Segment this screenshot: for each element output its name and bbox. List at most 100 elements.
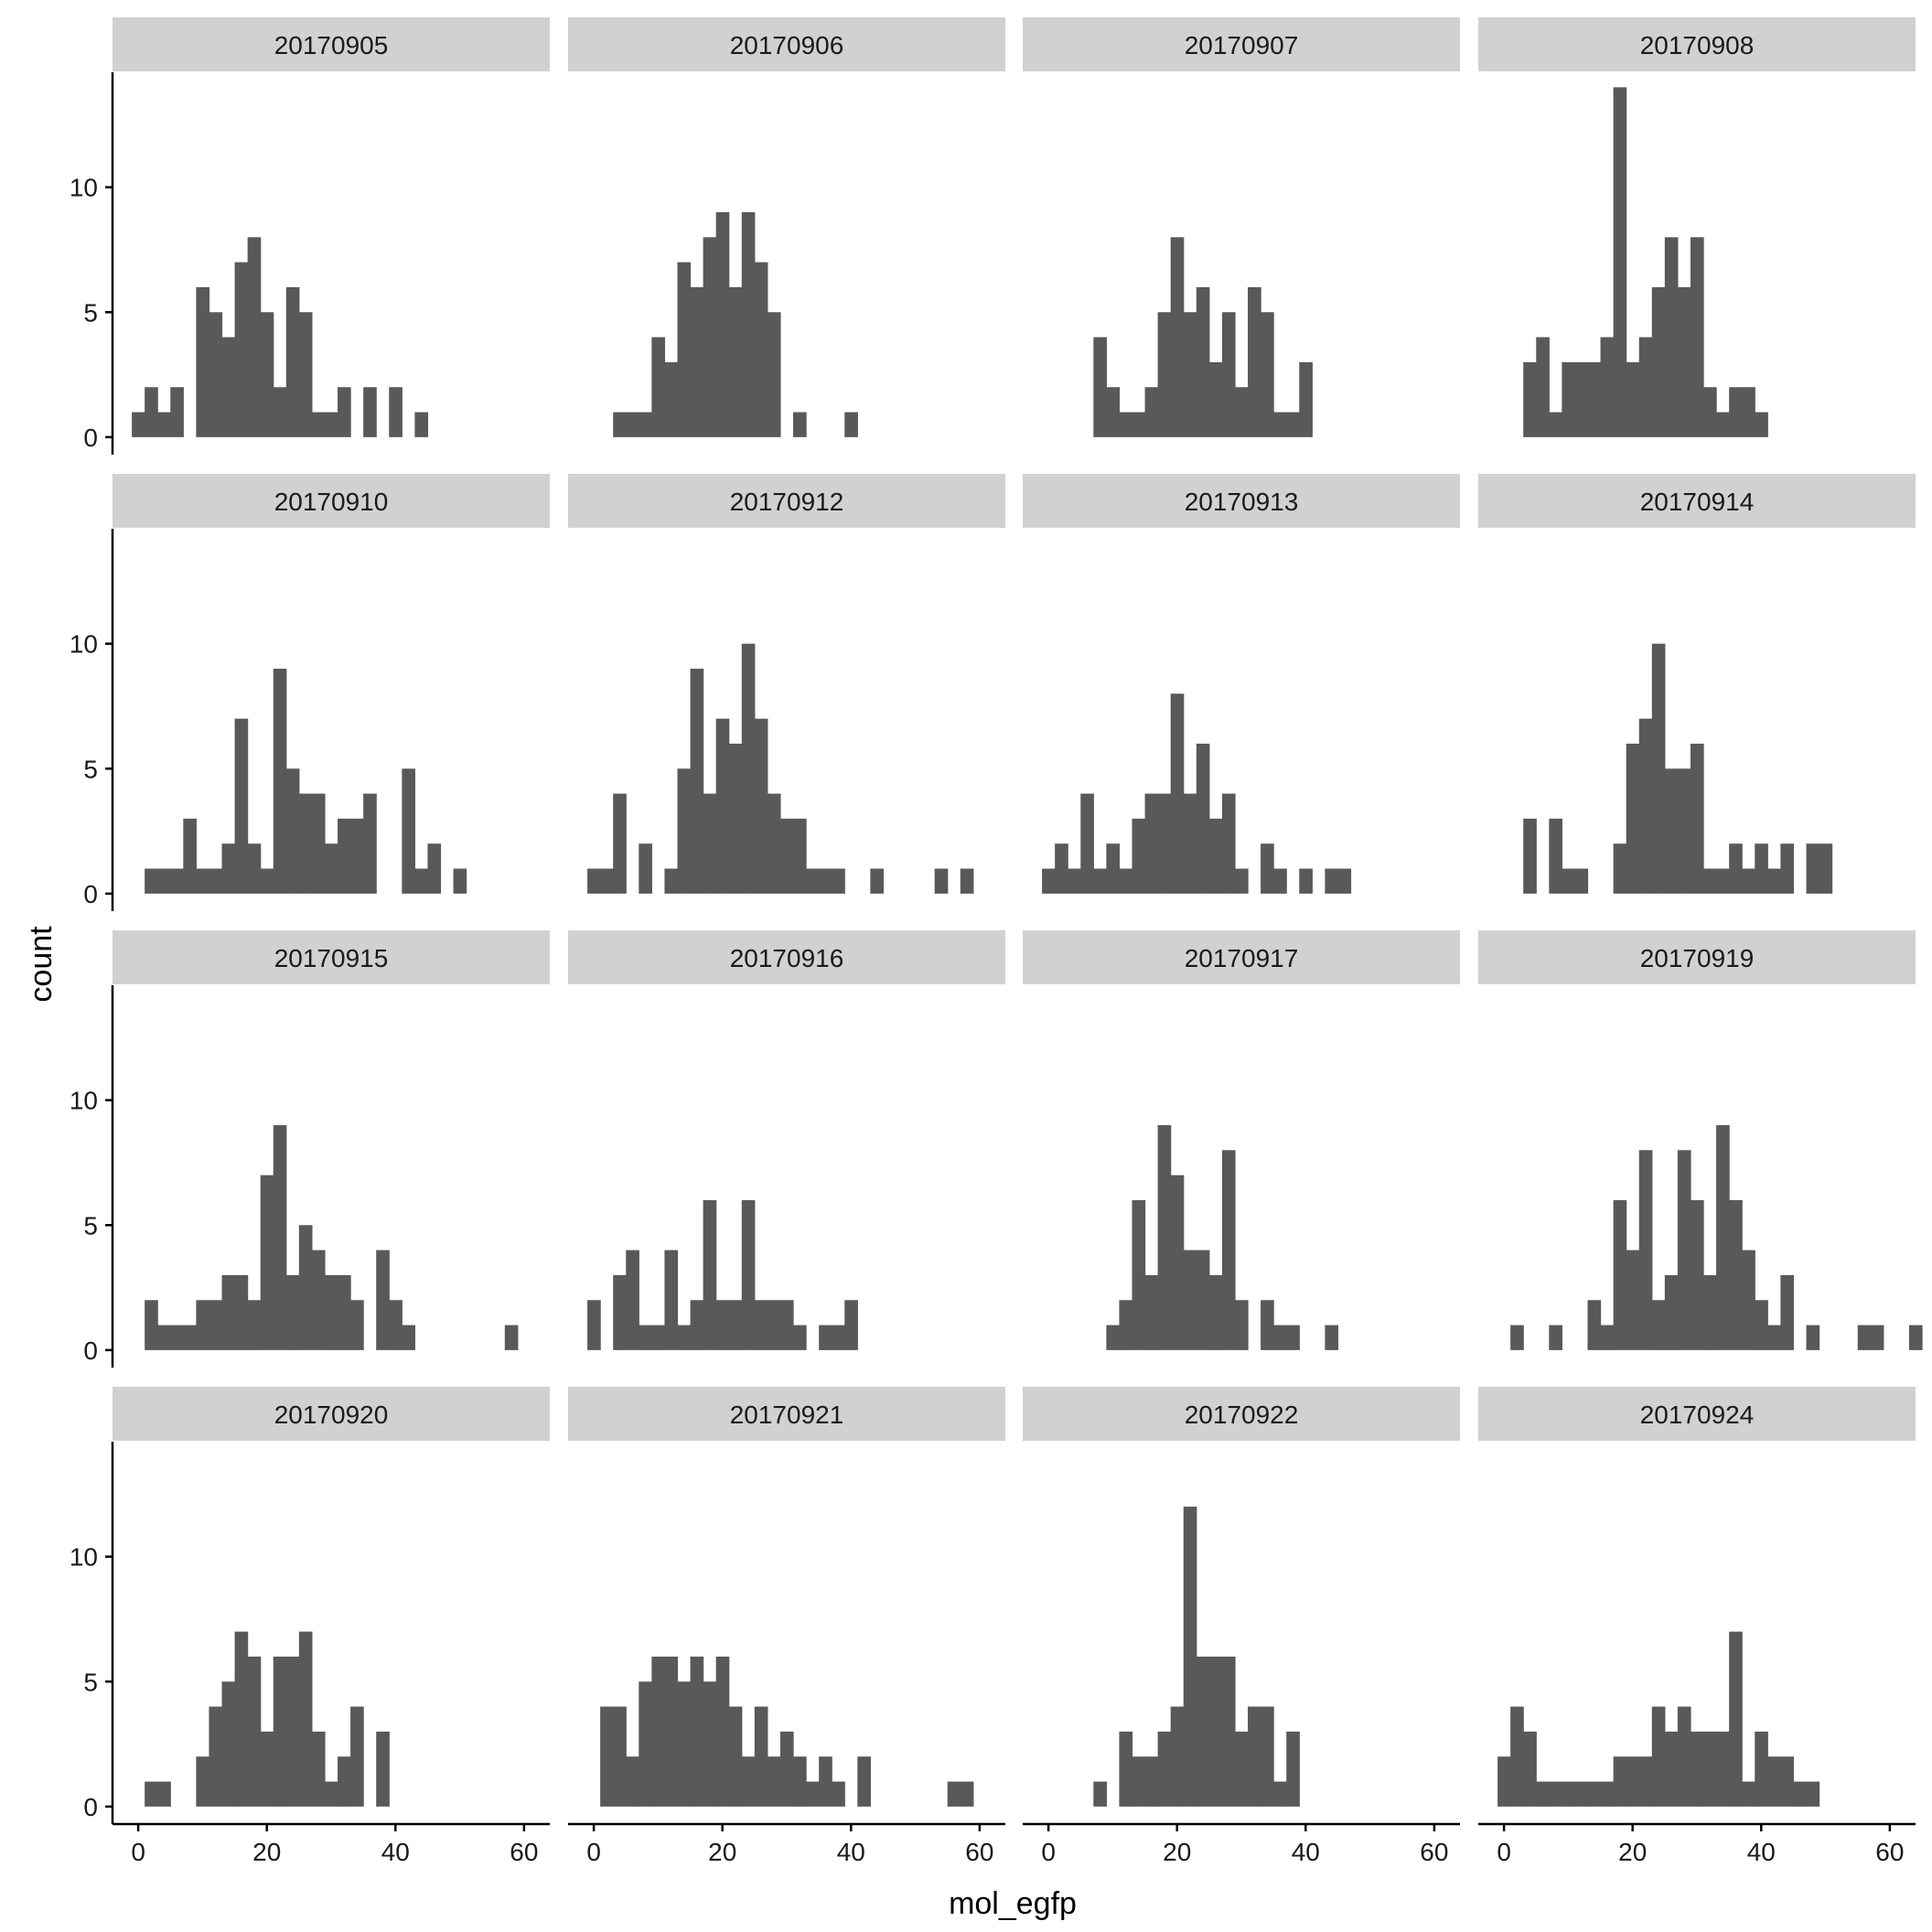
histogram-bar	[338, 818, 351, 894]
histogram-bar	[427, 843, 442, 894]
histogram-bar	[1819, 843, 1833, 894]
histogram-bar	[311, 793, 326, 894]
facet-panel: 20170919	[1478, 930, 1923, 1350]
histogram-bar	[779, 1300, 794, 1350]
histogram-bar	[1132, 1199, 1146, 1350]
histogram-bar	[767, 1756, 781, 1807]
histogram-bar	[703, 1681, 717, 1807]
histogram-bar	[1093, 1781, 1107, 1807]
histogram-bar	[1170, 1175, 1185, 1350]
histogram-bar	[1196, 743, 1210, 894]
histogram-bar	[741, 1199, 756, 1350]
histogram-bar	[1664, 1274, 1679, 1350]
histogram-bar	[273, 387, 287, 437]
facet-label: 20170917	[1185, 944, 1299, 972]
histogram-bar	[389, 1300, 402, 1350]
histogram-bar	[145, 1781, 158, 1807]
histogram-bar	[221, 843, 236, 894]
histogram-bar	[1183, 1250, 1197, 1350]
y-tick-label: 10	[70, 174, 98, 202]
facet-strip	[568, 17, 1005, 71]
x-tick-label: 40	[381, 1838, 410, 1866]
histogram-bar	[1234, 868, 1249, 894]
histogram-bar	[1780, 843, 1795, 894]
histogram-bar	[664, 1656, 679, 1807]
histogram-bar	[285, 768, 300, 894]
histogram-bar	[1638, 718, 1653, 894]
y-tick-label: 0	[83, 880, 98, 908]
histogram-bar	[1325, 868, 1339, 894]
histogram-bar	[1767, 1325, 1781, 1350]
histogram-bar	[844, 1300, 858, 1350]
histogram-bar	[1651, 286, 1666, 437]
histogram-bar	[285, 1274, 300, 1350]
facet-panel: 20170906	[568, 17, 1005, 437]
histogram-bar	[273, 1656, 287, 1807]
histogram-bar	[613, 412, 627, 437]
histogram-bar	[819, 868, 832, 894]
histogram-bar	[1068, 868, 1081, 894]
histogram-bar	[1119, 1300, 1133, 1350]
histogram-bar	[806, 1781, 820, 1807]
histogram-bar	[234, 1631, 249, 1807]
histogram-bar	[1208, 361, 1223, 437]
histogram-bar	[1600, 337, 1615, 437]
histogram-bar	[1196, 1250, 1210, 1350]
histogram-bar	[1093, 337, 1107, 437]
histogram-bar	[1638, 1150, 1653, 1350]
histogram-bar	[1106, 1325, 1121, 1350]
histogram-bar	[1626, 1756, 1640, 1807]
histogram-bar	[157, 868, 171, 894]
x-tick-label: 60	[1875, 1838, 1904, 1866]
facet-strip	[1478, 17, 1916, 71]
histogram-bar	[677, 1681, 692, 1807]
facet-label: 20170921	[730, 1401, 844, 1429]
histogram-bar	[1273, 1781, 1287, 1807]
histogram-bar	[1523, 361, 1537, 437]
histogram-bar	[414, 412, 429, 437]
facet-label: 20170916	[730, 944, 844, 972]
histogram-bar	[767, 312, 781, 437]
histogram-bar	[857, 1756, 871, 1807]
histogram-bar	[1523, 818, 1537, 894]
histogram-bar	[1729, 387, 1743, 437]
histogram-bar	[1119, 412, 1133, 437]
histogram-bar	[819, 1325, 832, 1350]
histogram-bar	[1144, 793, 1159, 894]
histogram-bar	[221, 337, 236, 437]
histogram-bar	[1055, 843, 1068, 894]
histogram-bar	[1806, 1325, 1820, 1350]
histogram-bar	[1170, 237, 1185, 437]
histogram-bar	[1325, 1325, 1339, 1350]
histogram-bar	[298, 793, 313, 894]
histogram-bar	[1755, 1300, 1768, 1350]
histogram-bar	[1510, 1706, 1524, 1807]
histogram-bar	[947, 1781, 961, 1807]
histogram-bar	[1157, 1124, 1172, 1350]
histogram-bar	[1273, 868, 1287, 894]
histogram-bar	[690, 1656, 704, 1807]
facet-panel: 20170912	[568, 474, 1005, 894]
y-tick-label: 0	[83, 1793, 98, 1821]
histogram-bar	[196, 1756, 210, 1807]
histogram-bar	[1157, 312, 1172, 437]
histogram-bar	[1144, 387, 1159, 437]
histogram-bar	[209, 312, 223, 437]
histogram-bar	[960, 1781, 974, 1807]
histogram-bar	[1587, 1300, 1602, 1350]
histogram-bar	[260, 312, 274, 437]
histogram-bar	[728, 1706, 743, 1807]
histogram-bar	[690, 668, 704, 894]
histogram-bar	[1119, 1731, 1133, 1807]
histogram-bar	[234, 718, 249, 894]
histogram-bar	[247, 843, 262, 894]
histogram-bar	[626, 1250, 639, 1350]
histogram-bar	[1523, 1731, 1537, 1807]
histogram-bar	[754, 1706, 768, 1807]
histogram-bar	[298, 1225, 313, 1350]
histogram-bar	[1626, 743, 1640, 894]
histogram-bar	[1562, 868, 1576, 894]
histogram-bar	[677, 1325, 692, 1350]
histogram-bar	[1144, 1274, 1159, 1350]
histogram-bar	[311, 412, 326, 437]
